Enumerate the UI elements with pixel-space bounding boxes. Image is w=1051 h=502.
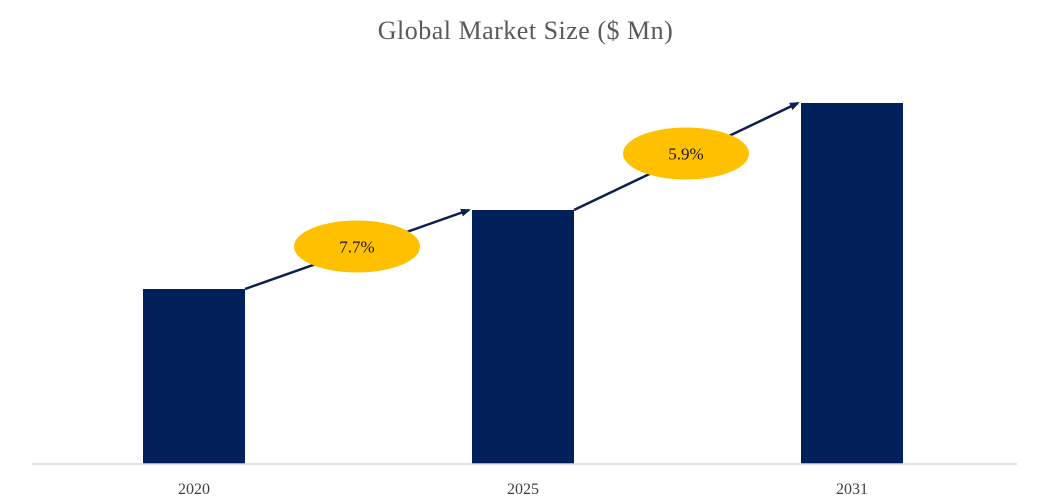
bar-2031 [801, 103, 903, 464]
x-tick-label-2020: 2020 [178, 481, 210, 498]
x-tick-label-2025: 2025 [507, 481, 539, 498]
bar-2025 [472, 210, 574, 464]
cagr-badge-2020-2025 [294, 220, 420, 273]
chart-title: Global Market Size ($ Mn) [377, 16, 674, 45]
cagr-badge-2025-2031 [623, 127, 749, 180]
bar-2020 [143, 289, 245, 464]
cagr-label-2025-2031: 5.9% [668, 145, 703, 164]
x-tick-label-2031: 2031 [836, 481, 868, 498]
cagr-label-2020-2025: 7.7% [339, 238, 374, 257]
